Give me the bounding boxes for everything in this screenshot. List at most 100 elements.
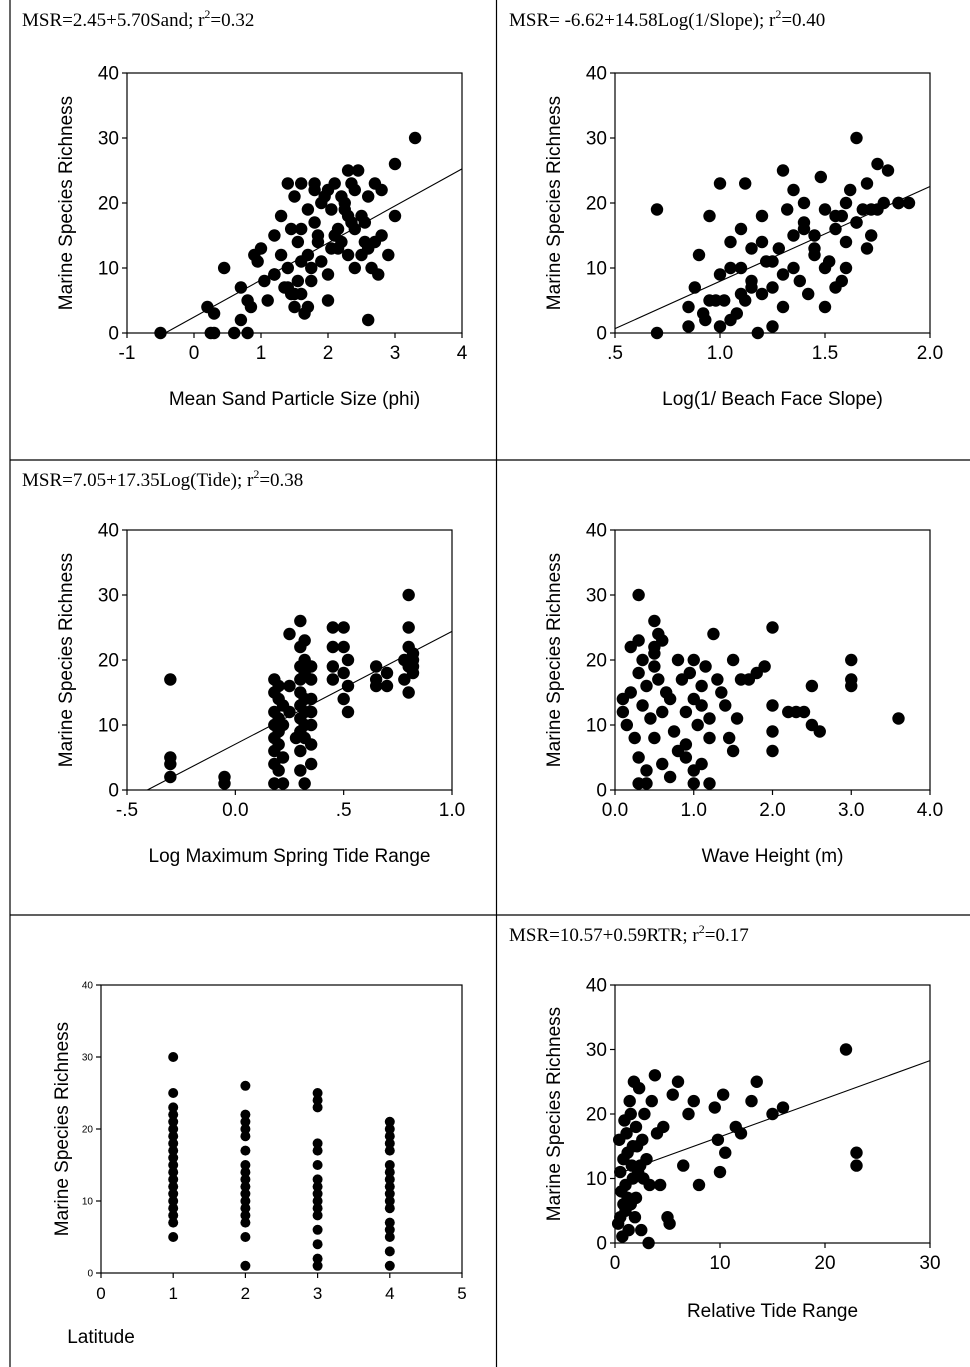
data-point-wave xyxy=(663,770,677,784)
data-point-sand xyxy=(321,268,335,281)
data-point-slope xyxy=(713,320,727,333)
data-point-slope xyxy=(818,261,832,275)
data-point-latitude xyxy=(312,1196,323,1206)
data-point-wave xyxy=(703,712,716,725)
data-point-latitude xyxy=(312,1102,323,1113)
data-point-latitude xyxy=(384,1174,395,1185)
data-point-latitude xyxy=(384,1224,395,1235)
data-point-latitude xyxy=(312,1145,323,1156)
data-point-rtr xyxy=(692,1178,706,1192)
data-point-wave xyxy=(766,621,779,634)
data-point-tide xyxy=(294,614,307,628)
data-point-tide xyxy=(341,705,355,719)
data-point-slope xyxy=(839,261,853,275)
data-point-latitude xyxy=(384,1145,395,1156)
data-point-latitude xyxy=(384,1232,395,1242)
y-axis-label-tide: Marine Species Richness xyxy=(56,553,77,767)
x-tick-label-tide-0: -.5 xyxy=(116,800,138,821)
data-point-slope xyxy=(850,131,863,145)
x-tick-label-tide-1: 0.0 xyxy=(222,800,248,821)
data-point-wave xyxy=(695,679,708,693)
data-point-tide xyxy=(272,679,285,693)
data-point-tide xyxy=(402,588,415,602)
data-point-latitude xyxy=(312,1138,323,1149)
y-tick-label-wave-4: 40 xyxy=(586,521,607,542)
data-point-latitude xyxy=(312,1239,323,1250)
data-point-tide xyxy=(326,660,340,673)
data-point-slope xyxy=(703,209,716,223)
data-point-tide xyxy=(402,621,415,634)
data-point-slope xyxy=(713,177,727,190)
data-point-latitude xyxy=(168,1217,179,1228)
y-tick-label-sand-3: 30 xyxy=(98,129,119,150)
data-point-latitude xyxy=(312,1160,323,1170)
data-point-wave xyxy=(671,653,685,667)
data-point-slope xyxy=(734,222,748,236)
data-point-slope xyxy=(865,229,878,242)
data-point-slope xyxy=(682,320,695,333)
data-point-tide xyxy=(326,621,340,634)
y-tick-label-latitude-3: 30 xyxy=(82,1053,94,1064)
data-point-wave xyxy=(648,614,661,628)
data-point-tide xyxy=(272,764,285,777)
data-point-wave xyxy=(715,686,728,699)
data-point-tide xyxy=(402,686,415,699)
x-tick-label-tide-3: 1.0 xyxy=(439,800,465,821)
data-point-wave xyxy=(667,725,681,738)
y-axis-label-sand: Marine Species Richness xyxy=(56,96,77,310)
y-tick-label-slope-3: 30 xyxy=(586,129,607,150)
data-point-slope xyxy=(797,222,811,236)
data-point-sand xyxy=(295,255,308,268)
data-point-wave xyxy=(726,744,740,758)
data-point-wave xyxy=(656,757,669,771)
data-point-slope xyxy=(699,313,712,327)
data-point-latitude xyxy=(384,1131,395,1142)
data-point-rtr xyxy=(637,1172,650,1185)
data-point-latitude xyxy=(168,1210,179,1221)
data-point-tide xyxy=(326,640,340,654)
data-point-rtr xyxy=(614,1165,627,1179)
data-point-rtr xyxy=(776,1101,790,1114)
data-point-sand xyxy=(362,242,375,255)
data-point-latitude xyxy=(312,1203,323,1214)
data-point-rtr xyxy=(636,1133,649,1147)
data-point-latitude xyxy=(168,1196,179,1206)
data-point-latitude xyxy=(384,1160,395,1170)
data-point-sand xyxy=(284,222,298,236)
data-point-tide xyxy=(406,666,420,680)
y-tick-label-wave-1: 10 xyxy=(586,716,607,737)
data-point-wave xyxy=(782,705,795,719)
data-point-wave xyxy=(663,692,677,706)
data-point-wave xyxy=(683,666,697,680)
y-tick-label-tide-0: 0 xyxy=(108,781,119,802)
data-point-tide xyxy=(337,621,350,634)
data-point-slope xyxy=(766,320,779,333)
data-point-rtr xyxy=(839,1043,853,1056)
data-point-wave xyxy=(703,731,716,745)
data-point-rtr xyxy=(850,1146,863,1159)
data-point-rtr xyxy=(634,1159,647,1172)
data-point-tide xyxy=(398,673,411,686)
data-point-sand xyxy=(217,261,231,275)
data-point-sand xyxy=(251,255,264,268)
data-point-latitude xyxy=(240,1174,251,1185)
data-point-latitude xyxy=(312,1253,323,1264)
data-point-wave xyxy=(711,673,724,686)
data-point-sand xyxy=(318,190,331,203)
data-point-slope xyxy=(766,255,779,268)
data-point-wave xyxy=(628,731,641,745)
data-point-rtr xyxy=(682,1107,695,1121)
data-point-sand xyxy=(375,229,388,242)
data-point-latitude xyxy=(312,1181,323,1192)
data-point-wave xyxy=(616,705,630,719)
x-tick-label-tide-2: .5 xyxy=(336,800,352,821)
data-point-latitude xyxy=(240,1160,251,1170)
data-point-slope xyxy=(818,300,832,314)
data-point-sand xyxy=(274,248,288,262)
data-point-latitude xyxy=(384,1138,395,1149)
data-point-sand xyxy=(207,326,221,340)
data-point-tide xyxy=(164,673,177,686)
data-point-tide xyxy=(283,679,296,693)
x-tick-label-sand-0: -1 xyxy=(119,343,136,364)
y-tick-label-sand-1: 10 xyxy=(98,259,119,280)
